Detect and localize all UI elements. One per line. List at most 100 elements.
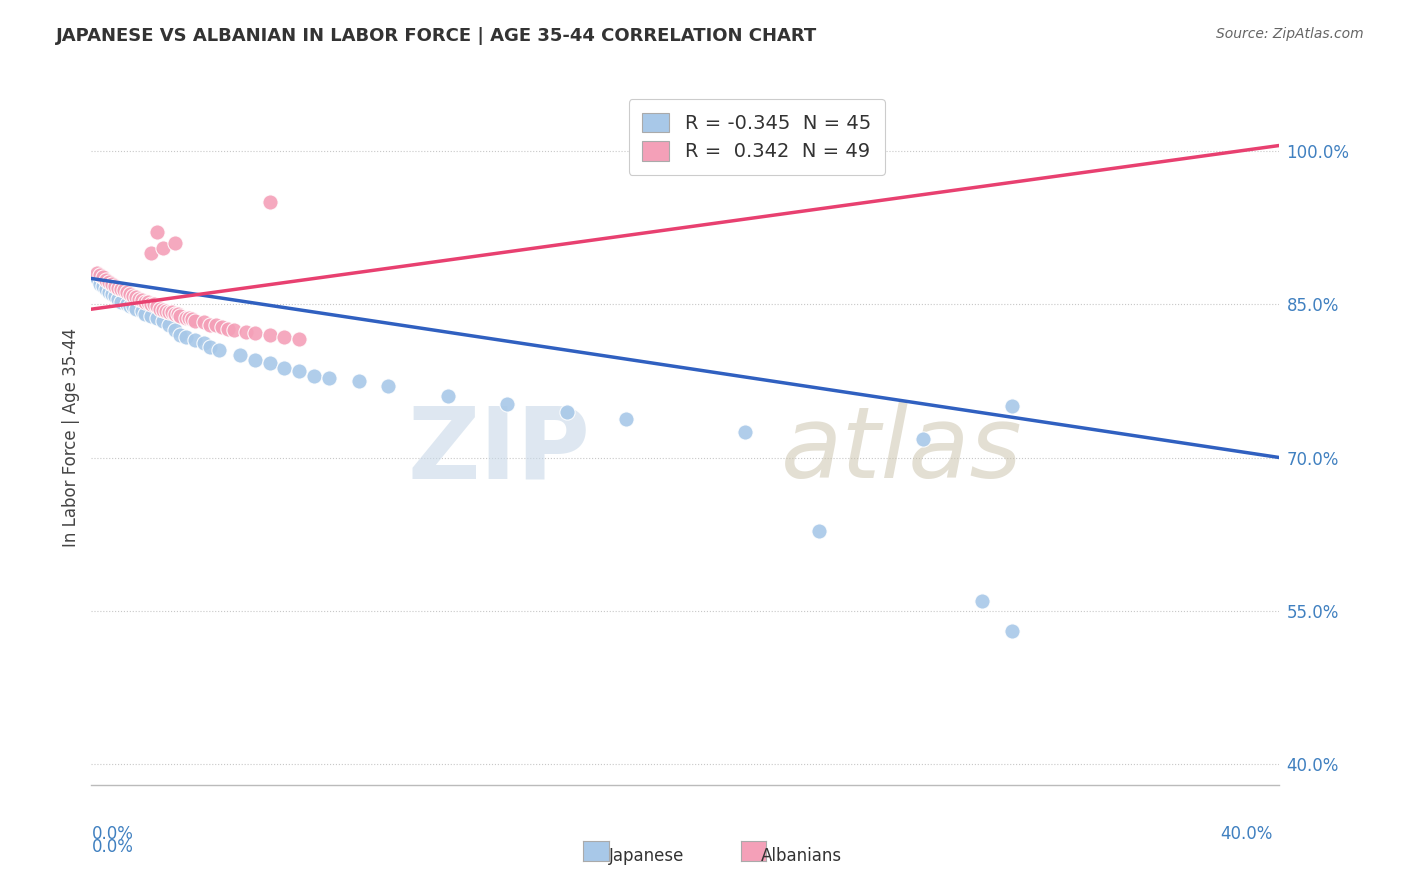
Text: Source: ZipAtlas.com: Source: ZipAtlas.com [1216,27,1364,41]
Point [193,316,215,330]
Point [259,356,281,370]
Point [176,330,198,344]
Point [200,318,222,332]
Text: ZIP: ZIP [408,402,591,500]
Point [139,297,162,311]
Point [179,311,201,326]
Point [734,425,756,439]
Point [112,283,135,297]
Point [152,303,174,318]
Point [104,289,127,303]
Point [86,271,108,285]
Text: atlas: atlas [780,402,1022,500]
Point [128,292,150,306]
Point [101,277,124,291]
Point [555,404,578,418]
Point [107,281,129,295]
Point [200,340,222,354]
Legend: R = -0.345  N = 45, R =  0.342  N = 49: R = -0.345 N = 45, R = 0.342 N = 49 [628,99,884,175]
Point [145,299,167,313]
Text: 40.0%: 40.0% [1220,825,1272,843]
Point [1001,624,1024,639]
Point [208,343,231,358]
Point [181,312,204,326]
Point [131,293,153,307]
Point [377,379,399,393]
Point [131,304,153,318]
Point [157,305,180,319]
Point [496,397,519,411]
Point [125,290,148,304]
Point [169,310,191,324]
Point [222,323,245,337]
Point [96,272,118,286]
Point [104,278,127,293]
Point [163,235,186,250]
Point [235,325,257,339]
Point [122,289,145,303]
Point [115,285,138,299]
Point [101,286,124,301]
Point [96,282,118,296]
Point [89,277,111,291]
Point [184,314,207,328]
Point [288,332,311,346]
Point [166,307,188,321]
Point [125,302,148,317]
Point [243,353,266,368]
Point [1001,400,1024,414]
Point [152,314,174,328]
Point [273,360,295,375]
Point [155,304,177,318]
Point [205,318,228,332]
Point [259,194,281,209]
Point [211,319,233,334]
Point [86,266,108,280]
Point [142,297,165,311]
Point [243,326,266,340]
Point [229,348,252,362]
Point [145,226,167,240]
Point [193,335,215,350]
Point [169,327,191,342]
Point [136,295,159,310]
Point [139,310,162,324]
Point [318,370,340,384]
Point [259,327,281,342]
Point [115,297,138,311]
Point [139,246,162,260]
Text: 0.0%: 0.0% [91,838,134,856]
Text: 0.0%: 0.0% [91,825,134,843]
Point [911,432,934,446]
Point [217,321,239,335]
Point [134,295,156,310]
Y-axis label: In Labor Force | Age 35-44: In Labor Force | Age 35-44 [62,327,80,547]
Point [122,299,145,313]
Point [163,307,186,321]
Point [110,282,132,296]
Point [184,333,207,347]
Point [152,241,174,255]
Point [118,299,141,313]
Point [808,524,831,539]
Point [134,307,156,321]
Point [347,374,370,388]
Point [972,594,994,608]
Point [89,268,111,283]
Point [107,292,129,306]
Point [614,411,637,425]
Point [160,305,183,319]
Point [91,278,114,293]
Point [176,311,198,326]
Point [288,363,311,377]
Text: Japanese: Japanese [609,847,685,865]
Point [436,389,458,403]
Text: JAPANESE VS ALBANIAN IN LABOR FORCE | AGE 35-44 CORRELATION CHART: JAPANESE VS ALBANIAN IN LABOR FORCE | AG… [56,27,817,45]
Point [98,275,121,289]
Text: Albanians: Albanians [761,847,842,865]
Point [145,311,167,326]
Point [163,323,186,337]
Point [98,285,121,299]
Point [110,295,132,310]
Point [157,318,180,332]
